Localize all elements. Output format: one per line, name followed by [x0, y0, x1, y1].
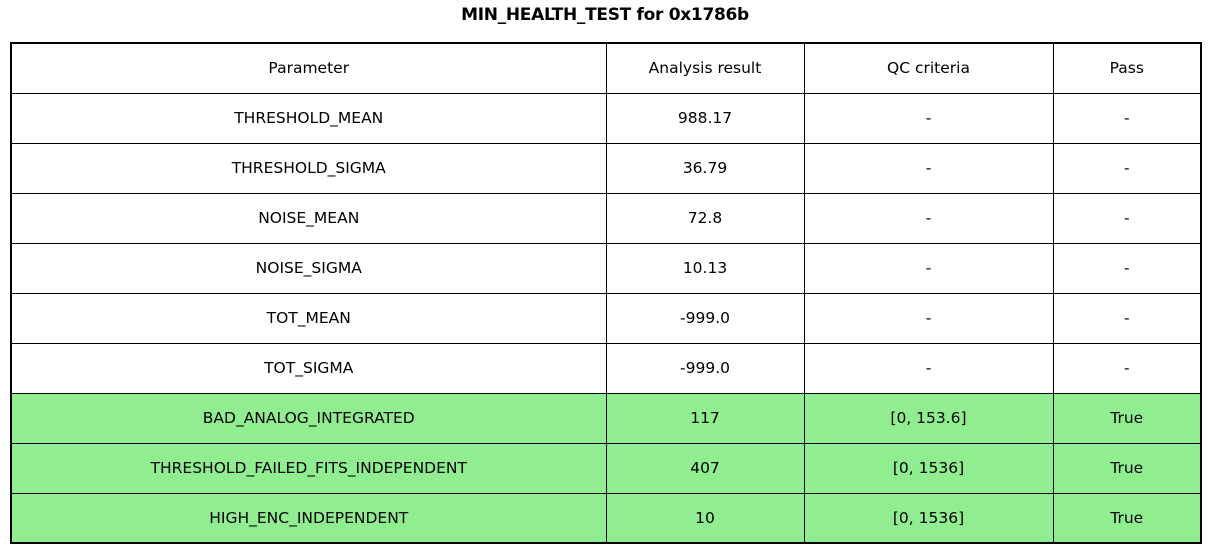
cell-analysis-result: 407 [605, 442, 805, 494]
column-header-qc-criteria: QC criteria [803, 42, 1054, 94]
table-row: NOISE_SIGMA 10.13 - - [10, 242, 1202, 294]
cell-analysis-result: 117 [605, 392, 805, 444]
cell-analysis-result: -999.0 [605, 342, 805, 394]
cell-parameter: NOISE_SIGMA [10, 242, 607, 294]
table-row-passed: THRESHOLD_FAILED_FITS_INDEPENDENT 407 [0… [10, 442, 1202, 494]
column-header-analysis-result: Analysis result [605, 42, 805, 94]
table-row: TOT_SIGMA -999.0 - - [10, 342, 1202, 394]
cell-pass: - [1052, 92, 1202, 144]
cell-qc-criteria: - [803, 92, 1054, 144]
cell-parameter: TOT_MEAN [10, 292, 607, 344]
cell-analysis-result: -999.0 [605, 292, 805, 344]
cell-qc-criteria: - [803, 142, 1054, 194]
table-row: NOISE_MEAN 72.8 - - [10, 192, 1202, 244]
column-header-parameter: Parameter [10, 42, 607, 94]
cell-analysis-result: 10 [605, 492, 805, 544]
chart-title: MIN_HEALTH_TEST for 0x1786b [461, 5, 749, 25]
cell-parameter: TOT_SIGMA [10, 342, 607, 394]
cell-qc-criteria: - [803, 342, 1054, 394]
table-row-passed: HIGH_ENC_INDEPENDENT 10 [0, 1536] True [10, 492, 1202, 544]
cell-qc-criteria: - [803, 192, 1054, 244]
cell-pass: True [1052, 492, 1202, 544]
cell-analysis-result: 72.8 [605, 192, 805, 244]
cell-qc-criteria: [0, 1536] [803, 492, 1054, 544]
cell-qc-criteria: [0, 153.6] [803, 392, 1054, 444]
cell-analysis-result: 988.17 [605, 92, 805, 144]
cell-pass: - [1052, 142, 1202, 194]
cell-pass: True [1052, 442, 1202, 494]
cell-analysis-result: 10.13 [605, 242, 805, 294]
cell-pass: - [1052, 242, 1202, 294]
cell-qc-criteria: - [803, 292, 1054, 344]
table-row: TOT_MEAN -999.0 - - [10, 292, 1202, 344]
cell-pass: - [1052, 192, 1202, 244]
column-header-pass: Pass [1052, 42, 1202, 94]
cell-parameter: HIGH_ENC_INDEPENDENT [10, 492, 607, 544]
cell-parameter: THRESHOLD_SIGMA [10, 142, 607, 194]
cell-parameter: THRESHOLD_FAILED_FITS_INDEPENDENT [10, 442, 607, 494]
cell-parameter: NOISE_MEAN [10, 192, 607, 244]
table-row: THRESHOLD_MEAN 988.17 - - [10, 92, 1202, 144]
cell-parameter: BAD_ANALOG_INTEGRATED [10, 392, 607, 444]
cell-qc-criteria: - [803, 242, 1054, 294]
header-row: Parameter Analysis result QC criteria Pa… [10, 42, 1202, 94]
cell-pass: - [1052, 342, 1202, 394]
cell-analysis-result: 36.79 [605, 142, 805, 194]
cell-pass: - [1052, 292, 1202, 344]
cell-parameter: THRESHOLD_MEAN [10, 92, 607, 144]
qc-results-table: Parameter Analysis result QC criteria Pa… [10, 42, 1202, 544]
table-row: THRESHOLD_SIGMA 36.79 - - [10, 142, 1202, 194]
cell-qc-criteria: [0, 1536] [803, 442, 1054, 494]
cell-pass: True [1052, 392, 1202, 444]
table-row-passed: BAD_ANALOG_INTEGRATED 117 [0, 153.6] Tru… [10, 392, 1202, 444]
